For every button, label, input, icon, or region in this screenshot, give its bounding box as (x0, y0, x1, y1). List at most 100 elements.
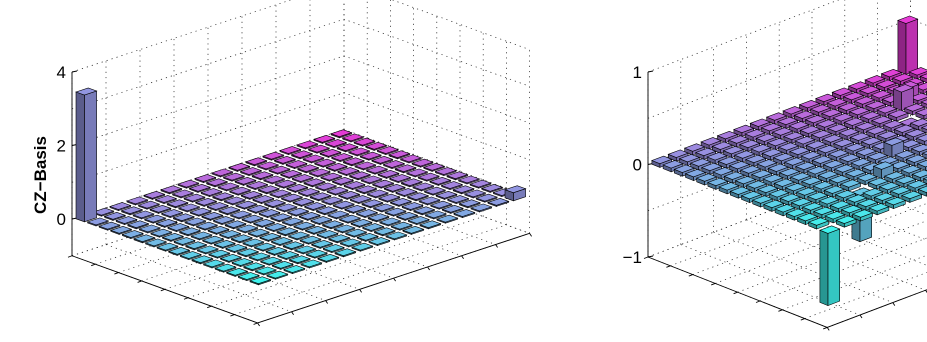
bar (339, 238, 362, 248)
bar (205, 178, 229, 188)
bar (915, 133, 927, 146)
bar (178, 227, 202, 237)
bar (470, 203, 493, 213)
bar (347, 147, 371, 157)
bar (254, 266, 277, 276)
bar (422, 162, 446, 172)
bar (390, 221, 413, 231)
bar (446, 195, 470, 205)
bar (458, 199, 481, 209)
bar (412, 182, 435, 192)
bar (172, 213, 195, 223)
bar (319, 148, 342, 158)
y-axis-label: CZ−Basis (31, 136, 50, 214)
bar (405, 168, 429, 178)
bar (280, 193, 304, 203)
z-tick-labels: 0 2 4 (57, 63, 66, 229)
bar (389, 197, 413, 207)
bar (365, 165, 389, 175)
bar (296, 140, 319, 150)
bar (109, 225, 133, 235)
bar (171, 189, 195, 199)
bar (225, 267, 249, 277)
bar (903, 103, 926, 116)
bar (373, 227, 396, 237)
axis-lines (67, 70, 532, 327)
bar (338, 214, 362, 224)
bar (202, 259, 226, 269)
bar (275, 203, 298, 213)
bar (137, 200, 161, 210)
bar (844, 143, 866, 156)
bar (214, 263, 237, 273)
bar (835, 215, 857, 228)
bar (727, 135, 750, 148)
bar (200, 188, 223, 198)
bar (356, 232, 379, 242)
bar3d-plot-right: −1 0 1 (623, 0, 927, 331)
bar (395, 188, 418, 198)
bar (184, 217, 207, 227)
bar (219, 253, 243, 263)
bar (376, 146, 399, 156)
bar (778, 167, 801, 181)
bar (320, 196, 344, 206)
bar (344, 204, 367, 214)
bar (189, 207, 212, 217)
bar (915, 108, 927, 120)
bar (297, 188, 321, 198)
bar (313, 158, 337, 168)
bar (813, 206, 835, 219)
bar (296, 164, 320, 174)
bar (383, 183, 406, 193)
bar (282, 241, 305, 251)
bar (184, 241, 208, 251)
bar (434, 167, 457, 177)
bar (332, 200, 355, 210)
bar (348, 171, 372, 181)
bar (302, 154, 325, 164)
bar (917, 185, 927, 197)
bar (279, 169, 303, 179)
bar (143, 214, 167, 224)
bar (480, 183, 504, 193)
z-tick-label: 4 (57, 63, 66, 82)
bar (229, 210, 253, 220)
bar (772, 152, 795, 166)
bar (325, 162, 348, 172)
bar (206, 202, 229, 212)
bar (901, 190, 923, 203)
bar (156, 242, 179, 252)
bar (873, 192, 895, 205)
bar (286, 207, 310, 217)
bar (321, 220, 345, 230)
bar (241, 214, 264, 224)
bar (149, 204, 172, 214)
bar (400, 178, 423, 188)
bar (253, 242, 277, 252)
bar (183, 193, 206, 203)
bar (313, 134, 336, 144)
bar (487, 197, 510, 207)
bar (120, 206, 144, 216)
bar (269, 189, 292, 199)
bar (235, 224, 259, 234)
bar (807, 217, 830, 230)
bar (921, 125, 927, 134)
bar (341, 133, 365, 143)
bar (144, 238, 168, 248)
bar (258, 209, 281, 219)
bar (298, 211, 321, 221)
bar (364, 141, 388, 151)
bar (322, 244, 345, 254)
bar (911, 169, 927, 182)
bar (201, 211, 224, 221)
bar (419, 220, 442, 230)
bar (283, 265, 306, 275)
bar (218, 230, 242, 240)
bar (368, 237, 391, 247)
bar (239, 167, 263, 177)
bar (252, 218, 276, 228)
bar (201, 235, 225, 245)
bar (878, 181, 901, 195)
